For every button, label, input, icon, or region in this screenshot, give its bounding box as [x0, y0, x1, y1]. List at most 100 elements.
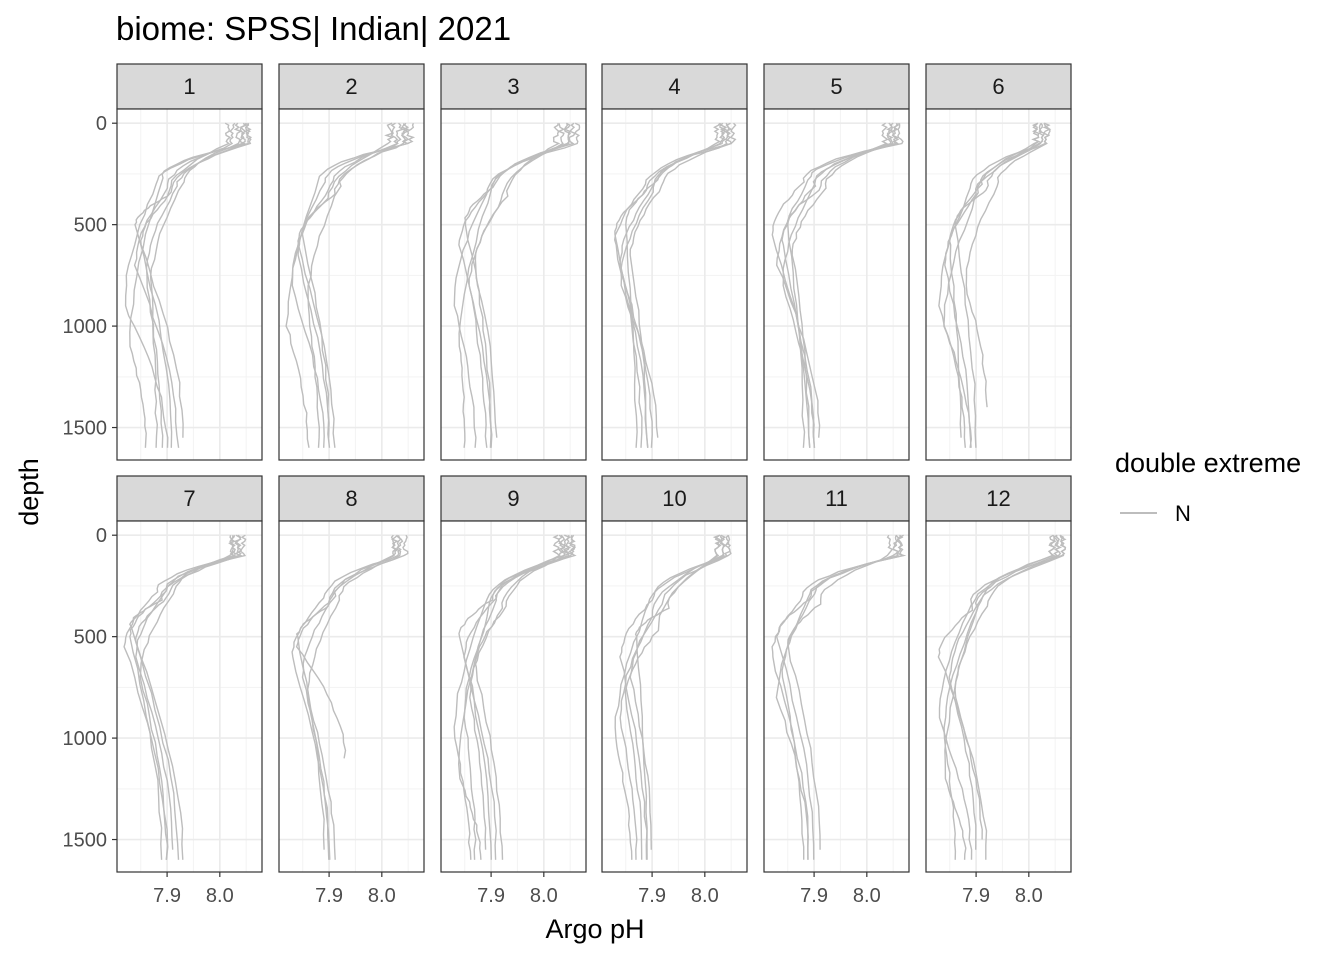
facet-panel-10: 10 7.9 8.0: [601, 475, 748, 907]
facet-strip-label: 8: [345, 486, 357, 511]
profile-line: [139, 534, 243, 860]
profile-line: [474, 534, 566, 860]
profile-line: [133, 122, 236, 448]
profile-line: [453, 534, 566, 860]
facet-strip-label: 10: [662, 486, 686, 511]
y-tick-label: 1000: [63, 316, 108, 338]
facet-strip-label: 12: [986, 486, 1010, 511]
panel-border: [440, 108, 587, 461]
facet-strip: [601, 63, 748, 110]
facet-strip-label: 6: [992, 74, 1004, 99]
facet-strip-label: 2: [345, 74, 357, 99]
facet-panel-7: 7 0 500 1000 1500 7.9 8.0: [63, 475, 263, 907]
y-axis-title: depth: [14, 458, 44, 526]
facet-strip-label: 3: [507, 74, 519, 99]
facet-strip: [763, 63, 910, 110]
y-tick-label: 500: [74, 627, 107, 649]
facet-strip: [116, 475, 263, 522]
facet-panel-12: 12 7.9 8.0: [925, 475, 1072, 907]
profile-line: [943, 122, 1046, 448]
profile-line: [634, 535, 726, 860]
facet-panel-2: 2: [278, 63, 425, 461]
x-tick-label: 7.9: [315, 885, 343, 907]
profile-line: [297, 122, 395, 448]
profile-line: [458, 122, 581, 448]
x-tick-label: 7.9: [800, 885, 828, 907]
profile-line: [771, 534, 905, 860]
x-tick-label: 8.0: [691, 885, 719, 907]
profile-line: [463, 534, 576, 860]
x-axis-title: Argo pH: [545, 914, 644, 944]
facet-strip: [601, 475, 748, 522]
x-tick-label: 7.9: [962, 885, 990, 907]
profile-line: [629, 534, 732, 850]
profile-line: [124, 122, 246, 448]
profile-line: [135, 534, 247, 850]
panel-background: [764, 521, 909, 872]
x-tick-label: 8.0: [530, 885, 558, 907]
profile-line: [458, 122, 571, 448]
panel-border: [116, 108, 263, 461]
panel-background: [602, 521, 747, 872]
profile-line: [128, 535, 236, 860]
legend-title: double extreme: [1115, 448, 1301, 478]
y-tick-label: 1500: [63, 418, 108, 440]
profile-line: [937, 534, 1057, 860]
panel-border: [925, 520, 1072, 873]
y-tick-label: 0: [96, 113, 107, 135]
chart-title: biome: SPSS| Indian| 2021: [116, 10, 511, 47]
facet-strip: [278, 475, 425, 522]
panel-background: [441, 521, 586, 872]
facet-strip-label: 1: [183, 74, 195, 99]
facet-strip: [116, 63, 263, 110]
panel-background: [279, 521, 424, 872]
facet-panel-5: 5: [763, 63, 910, 461]
profile-line: [123, 534, 242, 860]
y-tick-label: 1500: [63, 830, 108, 852]
profile-line: [285, 122, 416, 448]
profile-line: [629, 122, 733, 448]
facet-strip: [763, 475, 910, 522]
panel-border: [440, 520, 587, 873]
facet-strip: [440, 63, 587, 110]
x-tick-label: 8.0: [368, 885, 396, 907]
profile-line: [965, 122, 1051, 408]
profile-line: [134, 534, 236, 860]
x-tick-label: 8.0: [1015, 885, 1043, 907]
profile-line: [625, 122, 737, 448]
panel-border: [601, 520, 748, 873]
facet-panel-8: 8 7.9 8.0: [278, 475, 425, 907]
x-tick-label: 8.0: [206, 885, 234, 907]
profile-line: [613, 122, 733, 448]
facet-strip-label: 11: [825, 486, 848, 511]
x-tick-label: 7.9: [153, 885, 181, 907]
x-tick-label: 7.9: [477, 885, 505, 907]
y-tick-label: 500: [74, 215, 107, 237]
panel-border: [278, 520, 425, 873]
profile-line: [307, 122, 410, 448]
profile-line: [463, 534, 577, 860]
facet-strip: [925, 475, 1072, 522]
profile-line: [474, 123, 561, 448]
profile-line: [954, 122, 1040, 448]
facet-strip-label: 9: [507, 486, 519, 511]
profile-line: [787, 534, 894, 850]
profile-line: [134, 122, 232, 448]
profile-line: [954, 535, 1062, 840]
panel-border: [116, 520, 263, 873]
profile-line: [620, 122, 722, 438]
facet-strip: [925, 63, 1072, 110]
facet-panel-9: 9 7.9 8.0: [440, 475, 587, 907]
panel-border: [763, 108, 910, 461]
profile-line: [943, 534, 1067, 860]
profile-line: [295, 534, 400, 850]
facet-panel-4: 4: [601, 63, 748, 461]
panel-border: [763, 520, 910, 873]
legend-entry-n: N: [1175, 501, 1191, 526]
panel-border: [925, 108, 1072, 461]
facet-strip-label: 4: [668, 74, 680, 99]
facet-panel-11: 11 7.9 8.0: [763, 475, 910, 907]
profile-line: [775, 534, 900, 860]
